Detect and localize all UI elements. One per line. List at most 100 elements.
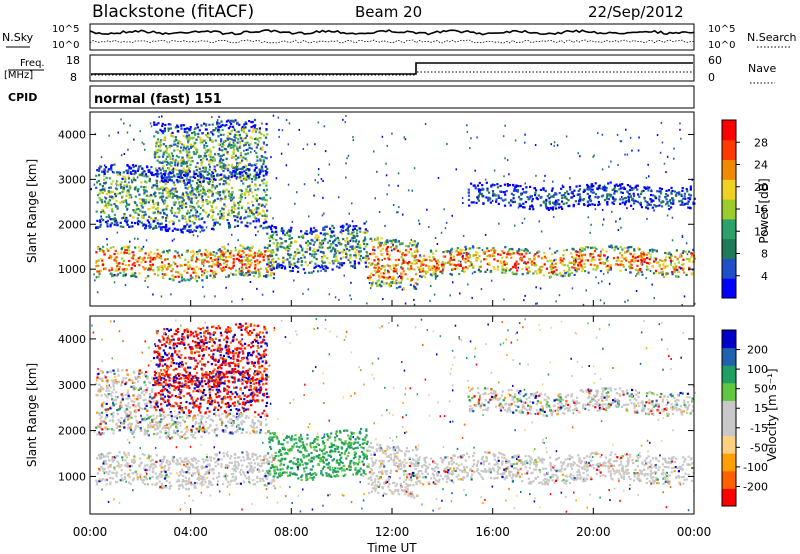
- heatmap-cell: [186, 134, 189, 137]
- heatmap-cell: [104, 166, 108, 169]
- heatmap-cell: [583, 262, 586, 265]
- heatmap-cell: [128, 165, 131, 168]
- heatmap-cell: [225, 286, 227, 289]
- heatmap-cell: [392, 275, 395, 278]
- heatmap-cell: [509, 204, 512, 207]
- heatmap-cell: [574, 260, 577, 263]
- heatmap-cell: [611, 188, 614, 191]
- heatmap-cell: [119, 201, 122, 204]
- heatmap-cell: [645, 253, 648, 256]
- heatmap-cell: [571, 255, 574, 259]
- heatmap-cell: [589, 188, 592, 191]
- heatmap-cell: [162, 130, 165, 133]
- heatmap-cell: [660, 121, 663, 124]
- heatmap-cell: [232, 156, 235, 159]
- heatmap-cell: [207, 172, 211, 175]
- heatmap-cell: [127, 148, 129, 151]
- heatmap-cell: [177, 160, 180, 163]
- heatmap-cell: [485, 196, 488, 199]
- heatmap-cell: [161, 155, 165, 158]
- heatmap-cell: [517, 206, 520, 209]
- heatmap-cell: [612, 197, 615, 200]
- heatmap-cell: [415, 287, 418, 290]
- heatmap-cell: [508, 248, 511, 251]
- heatmap-cell: [176, 142, 180, 145]
- heatmap-cell: [195, 251, 198, 254]
- heatmap-cell: [216, 261, 220, 264]
- heatmap-cell: [120, 181, 123, 184]
- heatmap-cell: [637, 269, 640, 272]
- heatmap-cell: [230, 194, 233, 197]
- heatmap-cell: [501, 256, 504, 259]
- heatmap-cell: [235, 166, 238, 169]
- heatmap-cell: [145, 175, 148, 178]
- heatmap-cell: [266, 232, 269, 235]
- heatmap-cell: [249, 136, 252, 139]
- heatmap-cell: [113, 223, 116, 226]
- heatmap-cell: [144, 226, 147, 229]
- heatmap-cell: [569, 177, 571, 180]
- heatmap-cell: [586, 259, 589, 262]
- heatmap-cell: [674, 269, 677, 272]
- heatmap-cell: [268, 249, 271, 252]
- heatmap-cell: [256, 206, 259, 209]
- heatmap-cell: [605, 250, 608, 253]
- heatmap-cell: [147, 268, 150, 271]
- heatmap-cell: [125, 185, 128, 188]
- heatmap-cell: [536, 302, 538, 305]
- heatmap-cell: [255, 208, 258, 211]
- heatmap-cell: [374, 263, 377, 266]
- heatmap-cell: [401, 288, 404, 291]
- heatmap-cell: [679, 203, 682, 206]
- heatmap-cell: [165, 208, 168, 211]
- heatmap-cell: [142, 189, 145, 192]
- heatmap-cell: [105, 203, 108, 206]
- heatmap-cell: [218, 178, 221, 181]
- heatmap-cell: [227, 119, 230, 122]
- heatmap-cell: [572, 194, 576, 197]
- heatmap-cell: [187, 267, 190, 270]
- heatmap-cell: [279, 242, 282, 246]
- heatmap-cell: [425, 258, 428, 261]
- heatmap-cell: [153, 220, 156, 223]
- heatmap-cell: [259, 169, 262, 172]
- heatmap-cell: [183, 130, 186, 133]
- heatmap-cell: [439, 270, 442, 273]
- heatmap-cell: [176, 251, 179, 254]
- heatmap-cell: [634, 256, 637, 259]
- heatmap-cell: [577, 254, 580, 258]
- heatmap-cell: [258, 270, 261, 274]
- heatmap-cell: [178, 202, 181, 205]
- heatmap-cell: [250, 200, 254, 203]
- heatmap-cell: [230, 209, 233, 212]
- heatmap-cell: [248, 163, 251, 166]
- heatmap-cell: [558, 294, 561, 297]
- heatmap-cell: [155, 169, 158, 172]
- heatmap-cell: [238, 142, 241, 145]
- heatmap-cell: [436, 274, 439, 278]
- heatmap-cell: [176, 181, 179, 184]
- heatmap-cell: [100, 457, 103, 460]
- heatmap-cell: [339, 225, 342, 228]
- heatmap-cell: [520, 253, 523, 256]
- heatmap-cell: [229, 272, 232, 275]
- heatmap-cell: [590, 223, 592, 226]
- heatmap-cell: [188, 179, 191, 182]
- heatmap-cell: [99, 247, 102, 250]
- heatmap-cell: [669, 259, 672, 262]
- heatmap-cell: [239, 249, 242, 253]
- heatmap-cell: [271, 254, 274, 258]
- heatmap-cell: [395, 247, 398, 250]
- heatmap-cell: [111, 208, 114, 211]
- heatmap-cell: [432, 265, 436, 268]
- heatmap-cell: [155, 202, 158, 205]
- heatmap-cell: [249, 254, 253, 257]
- heatmap-cell: [232, 264, 235, 267]
- heatmap-cell: [203, 146, 206, 149]
- heatmap-cell: [171, 154, 175, 158]
- heatmap-cell: [381, 253, 384, 256]
- heatmap-cell: [163, 174, 166, 177]
- heatmap-cell: [243, 481, 246, 484]
- heatmap-cell: [172, 276, 176, 279]
- heatmap-cell: [525, 268, 528, 271]
